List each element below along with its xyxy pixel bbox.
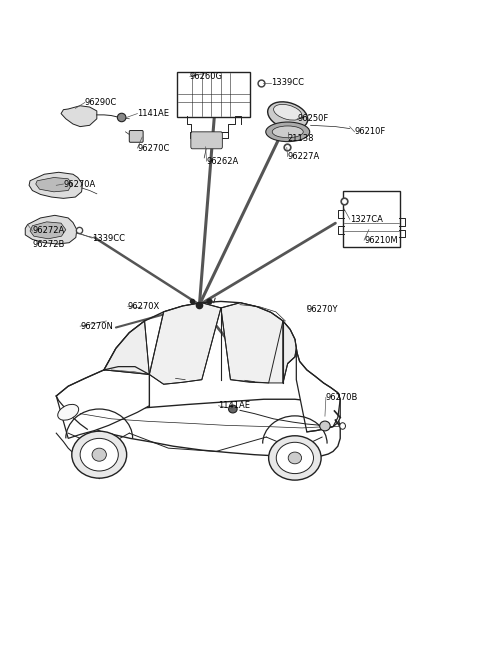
- Polygon shape: [56, 367, 149, 438]
- Text: 1339CC: 1339CC: [92, 234, 125, 242]
- FancyBboxPatch shape: [191, 132, 222, 149]
- Text: 1339CC: 1339CC: [271, 79, 304, 87]
- Text: 96290C: 96290C: [85, 98, 117, 107]
- Ellipse shape: [272, 126, 303, 138]
- FancyBboxPatch shape: [129, 130, 143, 142]
- Text: 1141AE: 1141AE: [137, 109, 169, 118]
- Text: 96270Y: 96270Y: [307, 305, 338, 314]
- Ellipse shape: [274, 104, 302, 120]
- Text: 96270B: 96270B: [326, 393, 358, 402]
- Ellipse shape: [340, 422, 346, 429]
- Text: 21138: 21138: [288, 134, 314, 143]
- Text: 96272A: 96272A: [33, 227, 65, 235]
- Ellipse shape: [117, 113, 126, 122]
- Polygon shape: [25, 215, 77, 244]
- FancyBboxPatch shape: [177, 72, 251, 117]
- Polygon shape: [56, 396, 340, 457]
- Text: 96270N: 96270N: [80, 322, 113, 331]
- Ellipse shape: [276, 442, 313, 474]
- Ellipse shape: [266, 122, 310, 141]
- Text: 96260G: 96260G: [190, 72, 223, 81]
- Ellipse shape: [80, 438, 118, 471]
- FancyBboxPatch shape: [343, 191, 400, 247]
- Ellipse shape: [269, 436, 321, 480]
- Ellipse shape: [320, 421, 330, 431]
- Text: 96210F: 96210F: [355, 127, 386, 136]
- Polygon shape: [296, 348, 340, 432]
- Text: 96270X: 96270X: [128, 302, 160, 311]
- Polygon shape: [283, 321, 296, 383]
- Ellipse shape: [72, 431, 127, 478]
- Text: 96270C: 96270C: [137, 143, 170, 153]
- Ellipse shape: [58, 404, 79, 421]
- Polygon shape: [29, 172, 83, 198]
- Text: 96270A: 96270A: [63, 179, 96, 189]
- Polygon shape: [61, 105, 97, 126]
- Ellipse shape: [268, 102, 308, 129]
- Polygon shape: [221, 303, 283, 383]
- Polygon shape: [104, 321, 149, 375]
- Polygon shape: [36, 178, 72, 192]
- Text: 96272B: 96272B: [33, 240, 65, 248]
- Text: 96250F: 96250F: [297, 114, 328, 123]
- Text: 1327CA: 1327CA: [350, 215, 383, 224]
- Text: 96210M: 96210M: [364, 236, 398, 244]
- Text: 96262A: 96262A: [206, 157, 239, 166]
- Text: 1141AE: 1141AE: [218, 402, 251, 410]
- Ellipse shape: [92, 448, 107, 461]
- Ellipse shape: [288, 452, 301, 464]
- Text: 96227A: 96227A: [288, 152, 320, 161]
- Polygon shape: [30, 222, 66, 239]
- Ellipse shape: [228, 405, 237, 413]
- Polygon shape: [149, 303, 221, 384]
